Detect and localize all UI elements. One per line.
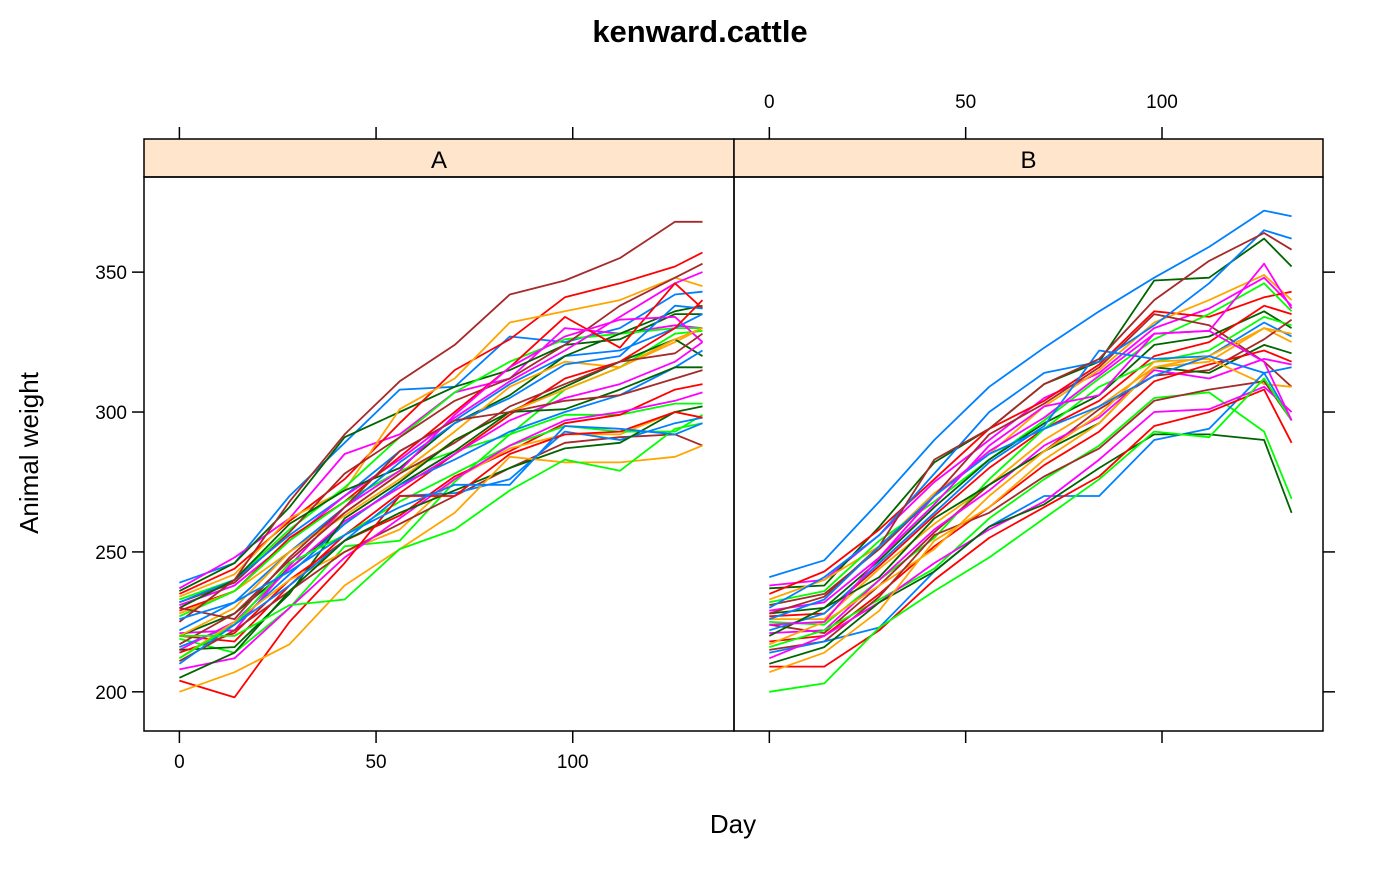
series-line xyxy=(769,371,1293,654)
series-line xyxy=(178,304,703,632)
series-line xyxy=(179,405,703,679)
series-line xyxy=(769,327,1293,620)
series-line xyxy=(768,290,1292,595)
series-line xyxy=(769,310,1293,615)
x-axis-label: Day xyxy=(710,809,756,839)
series-line xyxy=(768,229,1292,609)
series-line xyxy=(769,349,1292,643)
y-tick-label: 300 xyxy=(95,403,127,424)
series-line xyxy=(178,416,703,665)
strip-b xyxy=(733,138,1324,178)
series-line xyxy=(769,329,1293,626)
y-tick-label: 200 xyxy=(95,683,127,704)
x-tick-label: 100 xyxy=(1146,92,1178,113)
series-line xyxy=(178,313,703,592)
panels-group: A 0 50 100 200 250 300 350 B 0 50 100 xyxy=(95,92,1335,773)
series-line xyxy=(768,327,1292,674)
series-line xyxy=(769,380,1293,651)
panel-frame xyxy=(733,176,1324,732)
strip-label-a: A xyxy=(431,147,447,174)
series-line xyxy=(768,273,1293,601)
series-group-a xyxy=(178,220,704,699)
series-line xyxy=(769,232,1293,615)
series-line xyxy=(179,276,703,598)
series-line xyxy=(179,383,703,654)
panel-a: A 0 50 100 200 250 300 350 xyxy=(95,127,735,773)
series-line xyxy=(179,391,703,671)
series-line xyxy=(769,209,1292,578)
series-line xyxy=(179,327,703,601)
y-tick-label: 350 xyxy=(95,263,127,284)
series-line xyxy=(179,411,703,699)
chart-title: kenward.cattle xyxy=(592,14,807,49)
series-line xyxy=(179,422,703,620)
y-tick-label: 250 xyxy=(95,543,127,564)
strip-label-b: B xyxy=(1020,147,1036,174)
x-tick-label: 50 xyxy=(365,752,386,773)
y-axis-label: Animal weight xyxy=(14,371,44,534)
series-line xyxy=(179,369,703,620)
series-line xyxy=(179,402,703,654)
x-tick-label: 100 xyxy=(557,752,589,773)
series-line xyxy=(768,355,1292,620)
series-line xyxy=(179,282,704,612)
panel-b: B 0 50 100 xyxy=(733,92,1335,743)
series-line xyxy=(768,385,1293,660)
series-line xyxy=(769,262,1293,612)
series-line xyxy=(769,433,1293,665)
x-tick-label: 0 xyxy=(764,92,775,113)
strip-a xyxy=(143,138,735,178)
x-tick-label: 0 xyxy=(174,752,185,773)
series-line xyxy=(769,377,1293,693)
series-line xyxy=(179,349,703,648)
series-line xyxy=(768,357,1292,646)
x-tick-label: 50 xyxy=(955,92,976,113)
series-line xyxy=(178,220,703,623)
series-line xyxy=(179,444,703,693)
series-line xyxy=(179,422,703,637)
series-group-b xyxy=(768,209,1293,693)
series-line xyxy=(769,282,1293,604)
series-line xyxy=(178,341,704,651)
series-line xyxy=(769,388,1293,668)
